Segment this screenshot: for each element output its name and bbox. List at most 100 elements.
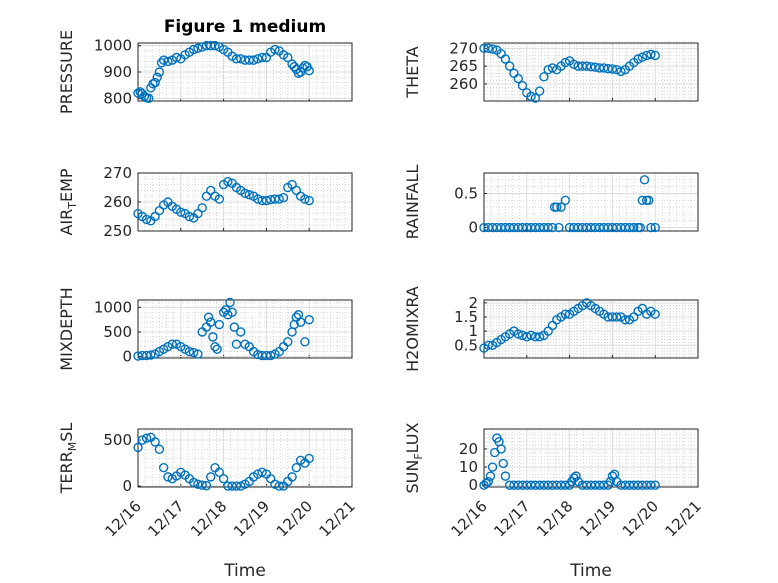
data-point — [560, 309, 571, 319]
y-tick-label: 270 — [103, 164, 132, 182]
data-point — [646, 49, 656, 60]
data-point — [629, 222, 639, 233]
data-point — [227, 307, 237, 317]
data-point — [526, 91, 536, 102]
data-point — [167, 339, 177, 349]
data-point — [283, 52, 293, 63]
data-point — [607, 64, 618, 74]
data-point — [300, 194, 310, 204]
axes-frame — [137, 172, 353, 232]
axes-frame — [483, 42, 699, 102]
data-point — [261, 350, 272, 361]
data-point — [206, 40, 216, 51]
subplot-air-temp: 250 260 270 AIRTEMP — [57, 164, 353, 240]
data-point — [193, 349, 203, 359]
data-point — [304, 453, 314, 464]
y-axis-label: TERRMSL — [57, 423, 79, 495]
x-tick-label: 12/20 — [619, 497, 662, 540]
data-point — [650, 480, 660, 490]
data-point — [141, 214, 152, 225]
data-point — [197, 203, 207, 213]
data-point — [481, 478, 491, 489]
data-point — [154, 67, 165, 77]
y-tick-label: 0.5 — [454, 184, 478, 202]
x-axis-label: Time — [223, 561, 266, 581]
data-point — [214, 194, 225, 204]
data-series — [479, 43, 660, 103]
data-point — [236, 327, 246, 337]
data-point — [605, 476, 615, 487]
data-point — [500, 54, 511, 64]
y-tick-label: 0 — [122, 348, 132, 366]
data-point — [274, 194, 284, 204]
data-point — [637, 52, 648, 62]
data-series — [133, 176, 314, 226]
data-point — [184, 346, 195, 357]
subplot-terr-msl: 0 500 12/16 12/17 12/18 12/19 12/20 12/21 Time TE… — [57, 423, 359, 581]
y-axis-label: AIRTEMP — [57, 168, 79, 235]
data-series — [133, 40, 314, 104]
data-point — [287, 472, 297, 482]
data-point — [496, 444, 506, 454]
data-point — [616, 66, 626, 77]
subplot-rainfall: 0 0.5 RAINFALL — [403, 165, 699, 239]
y-tick-label: 0 — [468, 219, 478, 237]
data-point — [534, 332, 545, 342]
data-point — [633, 54, 643, 64]
y-tick-label: 0 — [468, 476, 478, 494]
data-point — [487, 44, 498, 54]
x-tick-label: 12/21 — [662, 497, 705, 540]
data-point — [547, 63, 558, 73]
data-point — [283, 337, 293, 347]
data-point — [236, 481, 246, 491]
x-tick-label: 12/16 — [102, 497, 145, 540]
data-point — [261, 195, 272, 206]
plot-area — [483, 42, 699, 102]
data-point — [158, 462, 169, 473]
data-point — [150, 437, 160, 447]
data-point — [188, 477, 199, 488]
data-point — [210, 341, 220, 352]
data-point — [646, 222, 656, 233]
data-point — [487, 462, 498, 472]
x-tick-label: 12/19 — [576, 497, 619, 540]
y-tick-label: 2 — [468, 294, 478, 312]
data-point — [156, 58, 167, 68]
y-axis-label: PRESSURE — [57, 30, 76, 114]
data-point — [253, 194, 263, 204]
y-tick-label: 0.5 — [454, 336, 478, 354]
data-point — [214, 467, 225, 477]
data-point — [274, 481, 284, 491]
data-point — [171, 52, 182, 63]
data-point — [483, 340, 493, 350]
data-point — [517, 80, 528, 91]
data-point — [214, 319, 225, 330]
data-point — [152, 72, 162, 82]
data-point — [206, 317, 216, 327]
y-tick-label: 500 — [103, 431, 132, 449]
data-point — [197, 480, 207, 490]
data-point — [530, 93, 541, 103]
data-point — [556, 202, 566, 212]
data-point — [193, 43, 203, 53]
data-point — [236, 54, 246, 64]
data-point — [146, 350, 156, 360]
data-point — [218, 474, 229, 484]
x-tick-label: 12/16 — [448, 497, 491, 540]
data-point — [257, 52, 267, 63]
plot-area — [137, 428, 353, 488]
data-point — [265, 350, 276, 361]
data-point — [560, 195, 571, 205]
data-point — [637, 195, 648, 205]
data-point — [304, 195, 314, 206]
y-tick-label: 900 — [103, 63, 132, 81]
x-tick-label: 12/18 — [187, 497, 230, 540]
data-point — [304, 314, 314, 325]
data-point — [229, 322, 240, 332]
x-axis-label: Time — [569, 561, 612, 581]
y-tick-label: 1000 — [94, 37, 132, 55]
data-point — [188, 44, 199, 55]
